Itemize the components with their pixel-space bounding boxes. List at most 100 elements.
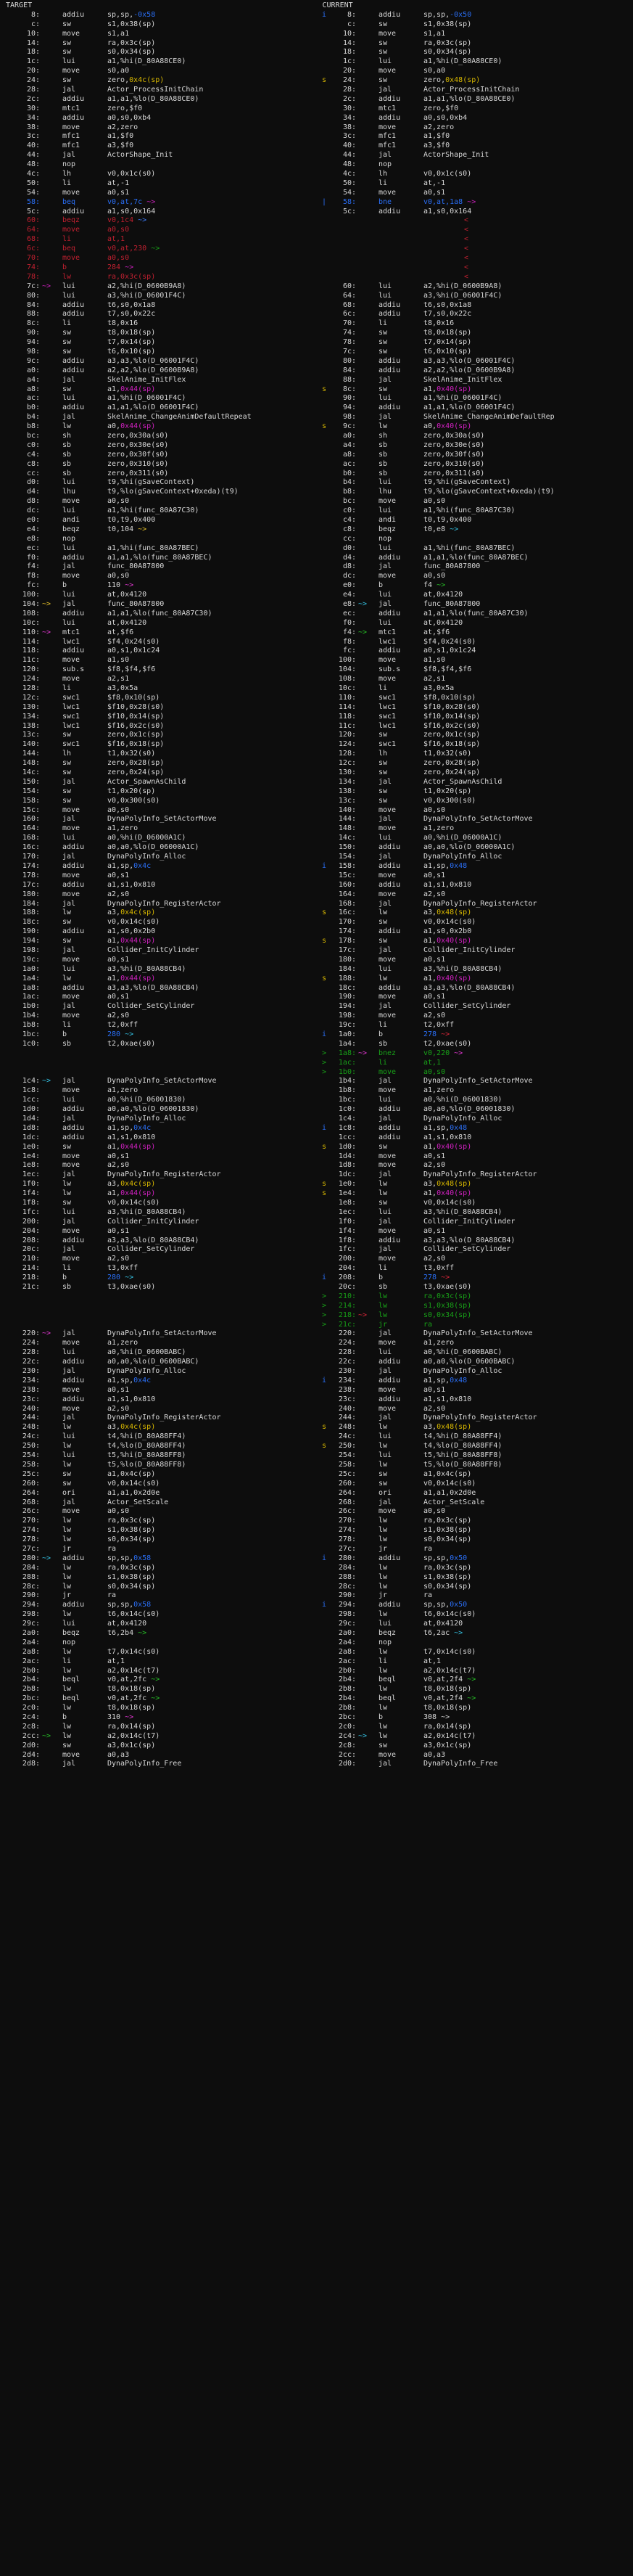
diff-row[interactable]: 250: lw t4,%lo(D_80A88FF4) s 250: lw t4,%lo(… xyxy=(0,1442,633,1451)
diff-row[interactable]: 7c: ~> lui a2,%hi(D_0600B9A8) 60: lui a2,%hi… xyxy=(0,282,633,292)
diff-row[interactable]: 15c: move a0,s0 140: move a0,s0 xyxy=(0,806,633,816)
diff-row[interactable]: 26c: move a0,s0 26c: move a0,s0 xyxy=(0,1507,633,1517)
diff-row[interactable]: 68: li at,1 < xyxy=(0,235,633,245)
diff-row[interactable]: 258: lw t5,%lo(D_80A88FF8) 258: lw t5,%lo(… xyxy=(0,1461,633,1470)
diff-row[interactable]: 164: move a1,zero 148: move a1,zero xyxy=(0,824,633,834)
diff-row[interactable]: d8: move a0,s0 bc: move a0,s0 xyxy=(0,497,633,506)
diff-row[interactable]: 84: addiu t6,s0,0x1a8 68: addiu t6,s0,0x1a… xyxy=(0,301,633,311)
diff-row[interactable]: 4c: lh v0,0x1c(s0) 4c: lh v0,0x1c(s0) xyxy=(0,170,633,179)
diff-row[interactable]: 128: li a3,0x5a 10c: li a3,0x5a xyxy=(0,684,633,694)
diff-row[interactable]: 44: jal ActorShape_Init 44: jal ActorShape… xyxy=(0,151,633,160)
diff-row[interactable]: cc: sb zero,0x311(s0) b0: sb zero,0x311(s0… xyxy=(0,469,633,479)
diff-row[interactable]: 1d0: addiu a0,a0,%lo(D_06001830) 1c0: add… xyxy=(0,1105,633,1115)
diff-row[interactable]: 29c: lui at,0x4120 29c: lui at,0x4120 xyxy=(0,1620,633,1629)
diff-row[interactable]: 2cc: ~> lw a2,0x14c(t7) 2c4: ~> lw a2,0x14c(t7… xyxy=(0,1732,633,1742)
diff-row[interactable]: 1c0: sb t2,0xae(s0) 1a4: sb t2,0xae(s0) xyxy=(0,1040,633,1049)
diff-row[interactable]: 38: move a2,zero 38: move a2,zero xyxy=(0,123,633,133)
diff-row[interactable]: 274: lw s1,0x38(sp) 274: lw s1,0x38(sp) xyxy=(0,1526,633,1535)
diff-row[interactable]: 160: jal DynaPolyInfo_SetActorMove 144: j… xyxy=(0,815,633,824)
diff-row[interactable]: 240: move a2,s0 240: move a2,s0 xyxy=(0,1405,633,1414)
diff-row[interactable]: c0: sb zero,0x30e(s0) a4: sb zero,0x30e(s0… xyxy=(0,441,633,451)
diff-row[interactable]: 198: jal Collider_InitCylinder 17c: jal Co… xyxy=(0,946,633,956)
diff-row[interactable]: e4: beqz t0,104 ~> c8: beqz t0,e8 ~> xyxy=(0,525,633,535)
asm-diff-view[interactable]: TARGET CURRENT 8: addiu sp,sp,-0x58 i 8: ad… xyxy=(0,0,633,1769)
diff-row[interactable]: 2a4: nop 2a4: nop xyxy=(0,1638,633,1648)
diff-row[interactable]: 74: b 284 ~> < xyxy=(0,263,633,273)
diff-row[interactable]: 2b0: lw a2,0x14c(t7) 2b0: lw a2,0x14c(t7) xyxy=(0,1667,633,1676)
diff-row[interactable]: 270: lw ra,0x3c(sp) 270: lw ra,0x3c(sp) xyxy=(0,1517,633,1526)
diff-row[interactable]: 60: beqz v0,1c4 ~> < xyxy=(0,216,633,226)
diff-row[interactable]: 178: move a0,s1 15c: move a0,s1 xyxy=(0,871,633,881)
diff-row[interactable]: 3c: mfc1 a1,$f0 3c: mfc1 a1,$f0 xyxy=(0,132,633,141)
diff-row[interactable]: 2d0: sw a3,0x1c(sp) 2c8: sw a3,0x1c(sp) xyxy=(0,1742,633,1751)
diff-row[interactable]: >218: ~> lw s0,0x34(sp) xyxy=(0,1311,633,1321)
diff-row[interactable]: fc: b 110 ~> e0: b f4 ~> xyxy=(0,581,633,591)
diff-row[interactable]: 16c: addiu a0,a0,%lo(D_06000A1C) 150: add… xyxy=(0,843,633,853)
diff-row[interactable]: >1a8: ~> bnez v0,220 ~> xyxy=(0,1049,633,1059)
diff-row[interactable]: 220: ~> jal DynaPolyInfo_SetActorMove 220: … xyxy=(0,1329,633,1339)
diff-row[interactable]: 1d8: addiu a1,sp,0x4c i 1c8: addiu a1,sp,0x4… xyxy=(0,1124,633,1133)
diff-row[interactable]: 1ac: move a0,s1 190: move a0,s1 xyxy=(0,993,633,1002)
diff-row[interactable]: 180: move a2,s0 164: move a2,s0 xyxy=(0,890,633,900)
diff-row[interactable]: 120: sub.s $f8,$f4,$f6 104: sub.s $f8,$f4,… xyxy=(0,665,633,675)
diff-row[interactable]: 64: move a0,s0 < xyxy=(0,226,633,235)
diff-row[interactable]: 248: lw a3,0x4c(sp) s 248: lw a3,0x48(sp) xyxy=(0,1423,633,1432)
diff-row[interactable]: dc: lui a1,%hi(func_80A87C30) c0: lui a1,%… xyxy=(0,506,633,516)
diff-row[interactable]: b0: addiu a1,a1,%lo(D_06001F4C) 94: addiu… xyxy=(0,403,633,413)
diff-row[interactable]: 190: addiu a1,s0,0x2b0 174: addiu a1,s0,0x… xyxy=(0,927,633,937)
diff-row[interactable]: 2b4: beql v0,at,2fc ~> 2b4: beql v0,at,2f4… xyxy=(0,1675,633,1685)
diff-row[interactable]: 278: lw s0,0x34(sp) 278: lw s0,0x34(sp) xyxy=(0,1535,633,1545)
diff-row[interactable]: c8: sb zero,0x310(s0) ac: sb zero,0x310(s0… xyxy=(0,460,633,469)
diff-row[interactable]: c: sw s1,0x38(sp) c: sw s1,0x38(sp) xyxy=(0,20,633,30)
diff-row[interactable]: 254: lui t5,%hi(D_80A88FF8) 254: lui t5,%h… xyxy=(0,1451,633,1461)
diff-row[interactable]: 1b0: jal Collider_SetCylinder 194: jal Col… xyxy=(0,1002,633,1012)
diff-row[interactable]: 13c: sw zero,0x1c(sp) 120: sw zero,0x1c(sp… xyxy=(0,731,633,740)
diff-row[interactable]: 298: lw t6,0x14c(s0) 298: lw t6,0x14c(s0) xyxy=(0,1610,633,1620)
diff-row[interactable]: 14: sw ra,0x3c(sp) 14: sw ra,0x3c(sp) xyxy=(0,39,633,49)
diff-row[interactable]: 94: sw t7,0x14(sp) 78: sw t7,0x14(sp) xyxy=(0,338,633,348)
diff-row[interactable]: 2c: addiu a1,a1,%lo(D_80A88CE0) 2c: addiu… xyxy=(0,95,633,104)
diff-row[interactable]: 2a8: lw t7,0x14c(s0) 2a8: lw t7,0x14c(s0) xyxy=(0,1648,633,1657)
diff-row[interactable]: 1c8: move a1,zero 1b8: move a1,zero xyxy=(0,1086,633,1096)
diff-row[interactable]: >1ac: li at,1 xyxy=(0,1059,633,1068)
diff-row[interactable]: 23c: addiu a1,s1,0x810 23c: addiu a1,s1,0x… xyxy=(0,1395,633,1405)
diff-row[interactable]: 80: lui a3,%hi(D_06001F4C) 64: lui a3,%hi(… xyxy=(0,292,633,301)
diff-row[interactable]: 24: sw zero,0x4c(sp) s 24: sw zero,0x48(sp) xyxy=(0,76,633,86)
diff-row[interactable]: 228: lui a0,%hi(D_0600BABC) 228: lui a0,%h… xyxy=(0,1348,633,1358)
diff-row[interactable]: 214: li t3,0xff 204: li t3,0xff xyxy=(0,1264,633,1273)
diff-row[interactable]: 1f4: lw a1,0x44(sp) s 1e4: lw a1,0x40(sp) xyxy=(0,1189,633,1199)
diff-row[interactable]: 1d4: jal DynaPolyInfo_Alloc 1c4: jal DynaP… xyxy=(0,1115,633,1124)
diff-row[interactable]: 224: move a1,zero 224: move a1,zero xyxy=(0,1339,633,1348)
diff-row[interactable]: 1b8: li t2,0xff 19c: li t2,0xff xyxy=(0,1021,633,1030)
diff-row[interactable]: a8: sw a1,0x44(sp) s 8c: sw a1,0x40(sp) xyxy=(0,385,633,395)
diff-row[interactable]: b8: lw a0,0x44(sp) s 9c: lw a0,0x40(sp) xyxy=(0,422,633,432)
diff-row[interactable]: 18: sw s0,0x34(sp) 18: sw s0,0x34(sp) xyxy=(0,48,633,57)
diff-row[interactable]: 1e0: sw a1,0x44(sp) s 1d0: sw a1,0x40(sp) xyxy=(0,1143,633,1152)
diff-row[interactable]: 230: jal DynaPolyInfo_Alloc 230: jal DynaP… xyxy=(0,1367,633,1377)
diff-row[interactable]: a4: jal SkelAnime_InitFlex 88: jal SkelAni… xyxy=(0,376,633,385)
diff-row[interactable]: 1f0: lw a3,0x4c(sp) s 1e0: lw a3,0x48(sp) xyxy=(0,1180,633,1189)
diff-row[interactable]: 2d8: jal DynaPolyInfo_Free 2d0: jal DynaPo… xyxy=(0,1760,633,1769)
diff-row[interactable]: 1ec: jal DynaPolyInfo_RegisterActor 1dc: … xyxy=(0,1170,633,1180)
diff-row[interactable]: 78: lw ra,0x3c(sp) < xyxy=(0,273,633,282)
diff-row[interactable]: >214: lw s1,0x38(sp) xyxy=(0,1302,633,1311)
diff-row[interactable]: 27c: jr ra 27c: jr ra xyxy=(0,1545,633,1554)
diff-row[interactable]: bc: sh zero,0x30a(s0) a0: sh zero,0x30a(s0… xyxy=(0,432,633,441)
diff-row[interactable]: 150: jal Actor_SpawnAsChild 134: jal Actor… xyxy=(0,778,633,787)
diff-row[interactable]: 2ac: li at,1 2ac: li at,1 xyxy=(0,1657,633,1667)
diff-row[interactable]: 54: move a0,s1 54: move a0,s1 xyxy=(0,189,633,198)
diff-rows[interactable]: 8: addiu sp,sp,-0x58 i 8: addiu sp,sp,-0x50 … xyxy=(0,11,633,1769)
diff-row[interactable]: 108: addiu a1,a1,%lo(func_80A87C30) ec: a… xyxy=(0,610,633,619)
diff-row[interactable]: 1f8: sw v0,0x14c(s0) 1e8: sw v0,0x14c(s0) xyxy=(0,1199,633,1208)
diff-row[interactable]: 1a8: addiu a3,a3,%lo(D_80A88CB4) 18c: add… xyxy=(0,984,633,993)
diff-row[interactable]: 184: jal DynaPolyInfo_RegisterActor 168: … xyxy=(0,900,633,909)
diff-row[interactable]: 154: sw t1,0x20(sp) 138: sw t1,0x20(sp) xyxy=(0,787,633,797)
diff-row[interactable]: 98: sw t6,0x10(sp) 7c: sw t6,0x10(sp) xyxy=(0,348,633,357)
diff-row[interactable]: 8: addiu sp,sp,-0x58 i 8: addiu sp,sp,-0x50 xyxy=(0,11,633,20)
diff-row[interactable]: 290: jr ra 290: jr ra xyxy=(0,1591,633,1601)
diff-row[interactable]: 20: move s0,a0 20: move s0,a0 xyxy=(0,67,633,76)
diff-row[interactable]: 90: sw t8,0x18(sp) 74: sw t8,0x18(sp) xyxy=(0,329,633,338)
diff-row[interactable]: f4: jal func_80A87800 d8: jal func_80A8780… xyxy=(0,562,633,572)
diff-row[interactable]: 70: move a0,s0 < xyxy=(0,254,633,263)
diff-row[interactable]: 188: lw a3,0x4c(sp) s 16c: lw a3,0x48(sp) xyxy=(0,908,633,918)
